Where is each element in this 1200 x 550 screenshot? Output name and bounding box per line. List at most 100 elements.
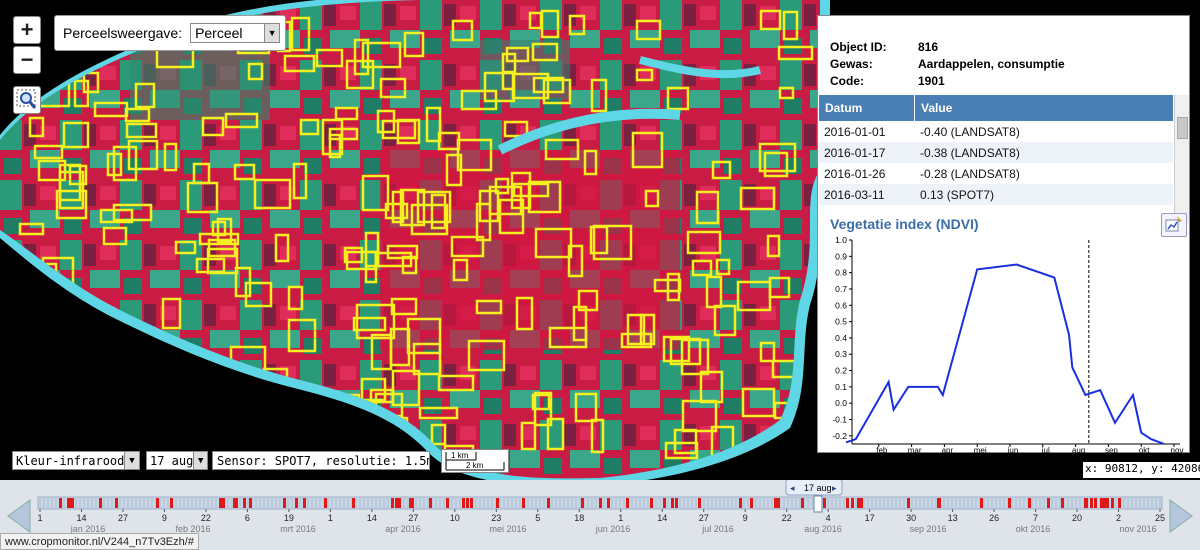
parcel-outline[interactable] <box>125 122 158 139</box>
parcel-outline[interactable] <box>127 139 159 171</box>
timeline-image-marker[interactable] <box>462 498 465 508</box>
parcel-outline[interactable] <box>691 259 713 277</box>
timeline-image-marker[interactable] <box>650 498 653 508</box>
parcel-outline[interactable] <box>334 106 359 121</box>
parcel-outline[interactable] <box>460 89 498 111</box>
parcel-outline[interactable] <box>510 171 532 210</box>
parcel-outline[interactable] <box>544 138 580 161</box>
timeline-image-marker[interactable] <box>470 498 473 508</box>
parcel-outline[interactable] <box>216 217 233 244</box>
timeline-image-marker[interactable] <box>774 498 777 508</box>
timeline-image-marker[interactable] <box>739 498 742 508</box>
parcel-outline[interactable] <box>498 198 525 235</box>
parcel-outline[interactable] <box>99 208 134 224</box>
timeline-image-marker[interactable] <box>1090 498 1093 508</box>
timeline-image-marker[interactable] <box>156 498 159 508</box>
parcel-outline[interactable] <box>759 9 782 31</box>
parcel-outline[interactable] <box>201 116 225 137</box>
timeline-track[interactable]: 1 14 27 9 22 6 19 1 14 27 10 23 5 18 1 14 27 9 22 4 17 30 13 26… <box>0 480 1200 550</box>
parcel-outline[interactable] <box>18 222 45 236</box>
parcel-outline[interactable] <box>669 337 702 366</box>
parcel-outline[interactable] <box>274 233 290 263</box>
timeline-image-marker[interactable] <box>409 498 412 508</box>
table-row[interactable]: 2016-03-11 0.13 (SPOT7) <box>819 184 1173 205</box>
parcel-outline[interactable] <box>55 189 88 220</box>
parcel-outline[interactable] <box>713 304 737 337</box>
parcel-outline[interactable] <box>352 316 387 332</box>
parcel-outline[interactable] <box>391 190 405 224</box>
parcel-outline[interactable] <box>666 272 681 302</box>
column-header-date[interactable]: Datum <box>819 95 915 121</box>
parcel-outline[interactable] <box>390 297 418 316</box>
parcel-outline[interactable] <box>592 224 633 261</box>
scrollbar-thumb[interactable] <box>1177 117 1188 139</box>
parcel-outline[interactable] <box>590 78 608 113</box>
timeline-image-marker[interactable] <box>851 498 854 508</box>
parcel-outline[interactable] <box>287 285 304 311</box>
parcel-outline[interactable] <box>292 162 308 200</box>
parcel-outline[interactable] <box>37 159 67 182</box>
timeline-image-marker[interactable] <box>860 498 863 508</box>
timeline-image-marker[interactable] <box>547 498 550 508</box>
parcel-outline[interactable] <box>711 160 732 180</box>
parcel-outline[interactable] <box>475 299 503 315</box>
timeline-image-marker[interactable] <box>429 498 432 508</box>
parcel-outline[interactable] <box>430 193 447 230</box>
timeline-image-marker[interactable] <box>234 498 237 508</box>
parcel-outline[interactable] <box>531 393 551 411</box>
timeline-image-marker[interactable] <box>283 498 286 508</box>
parcel-outline[interactable] <box>715 258 731 276</box>
timeline-image-marker[interactable] <box>675 498 678 508</box>
parcel-outline[interactable] <box>287 318 317 353</box>
parcel-outline[interactable] <box>635 19 662 41</box>
timeline-prev-button[interactable] <box>6 498 32 534</box>
timeline-image-marker[interactable] <box>801 498 804 508</box>
timeline-next-button[interactable] <box>1168 498 1194 534</box>
parcel-outline[interactable] <box>768 276 791 299</box>
parcel-outline[interactable] <box>425 106 442 143</box>
parcel-outline[interactable] <box>328 127 359 141</box>
parcel-outline[interactable] <box>290 16 311 52</box>
timeline-image-marker[interactable] <box>1084 498 1087 508</box>
parcel-outline[interactable] <box>766 234 781 258</box>
timeline-image-marker[interactable] <box>857 498 860 508</box>
parcel-outline[interactable] <box>198 232 240 246</box>
zoom-box-button[interactable] <box>13 86 41 114</box>
parcel-outline[interactable] <box>758 142 797 173</box>
parcel-outline[interactable] <box>224 112 259 129</box>
parcel-outline[interactable] <box>777 45 814 61</box>
parcel-outline[interactable] <box>759 341 776 363</box>
timeline-image-marker[interactable] <box>607 498 610 508</box>
parcel-outline[interactable] <box>418 406 459 420</box>
timeline-image-marker[interactable] <box>1028 498 1031 508</box>
parcel-outline[interactable] <box>503 120 529 138</box>
parcel-outline[interactable] <box>376 109 396 134</box>
parcel-outline[interactable] <box>763 151 789 178</box>
timeline-image-marker[interactable] <box>243 498 246 508</box>
parcel-outline[interactable] <box>315 48 344 68</box>
parcel-outline[interactable] <box>574 392 598 423</box>
parcel-outline[interactable] <box>247 62 264 81</box>
timeline-image-marker[interactable] <box>1101 498 1104 508</box>
timeline-image-marker[interactable] <box>352 498 355 508</box>
parcel-outline[interactable] <box>364 250 378 284</box>
timeline-image-marker[interactable] <box>99 498 102 508</box>
parcel-outline[interactable] <box>343 246 364 264</box>
parcel-outline[interactable] <box>782 10 799 41</box>
parcel-outline[interactable] <box>161 297 182 330</box>
parcel-outline[interactable] <box>399 188 426 227</box>
timeline-image-marker[interactable] <box>750 498 753 508</box>
parcel-outline[interactable] <box>345 59 375 90</box>
parcel-outline[interactable] <box>512 182 550 198</box>
parcel-outline[interactable] <box>620 332 653 349</box>
parcel-outline[interactable] <box>450 235 485 258</box>
timeline-image-marker[interactable] <box>599 498 602 508</box>
parcel-outline[interactable] <box>546 417 565 451</box>
parcel-outline[interactable] <box>321 118 344 156</box>
table-row[interactable]: 2016-01-01 -0.40 (LANDSAT8) <box>819 121 1173 142</box>
parcel-outline[interactable] <box>577 289 599 312</box>
parcel-outline[interactable] <box>467 339 506 372</box>
parcel-outline[interactable] <box>174 240 197 255</box>
parcel-outline[interactable] <box>548 326 588 349</box>
timeline-image-marker[interactable] <box>777 498 780 508</box>
